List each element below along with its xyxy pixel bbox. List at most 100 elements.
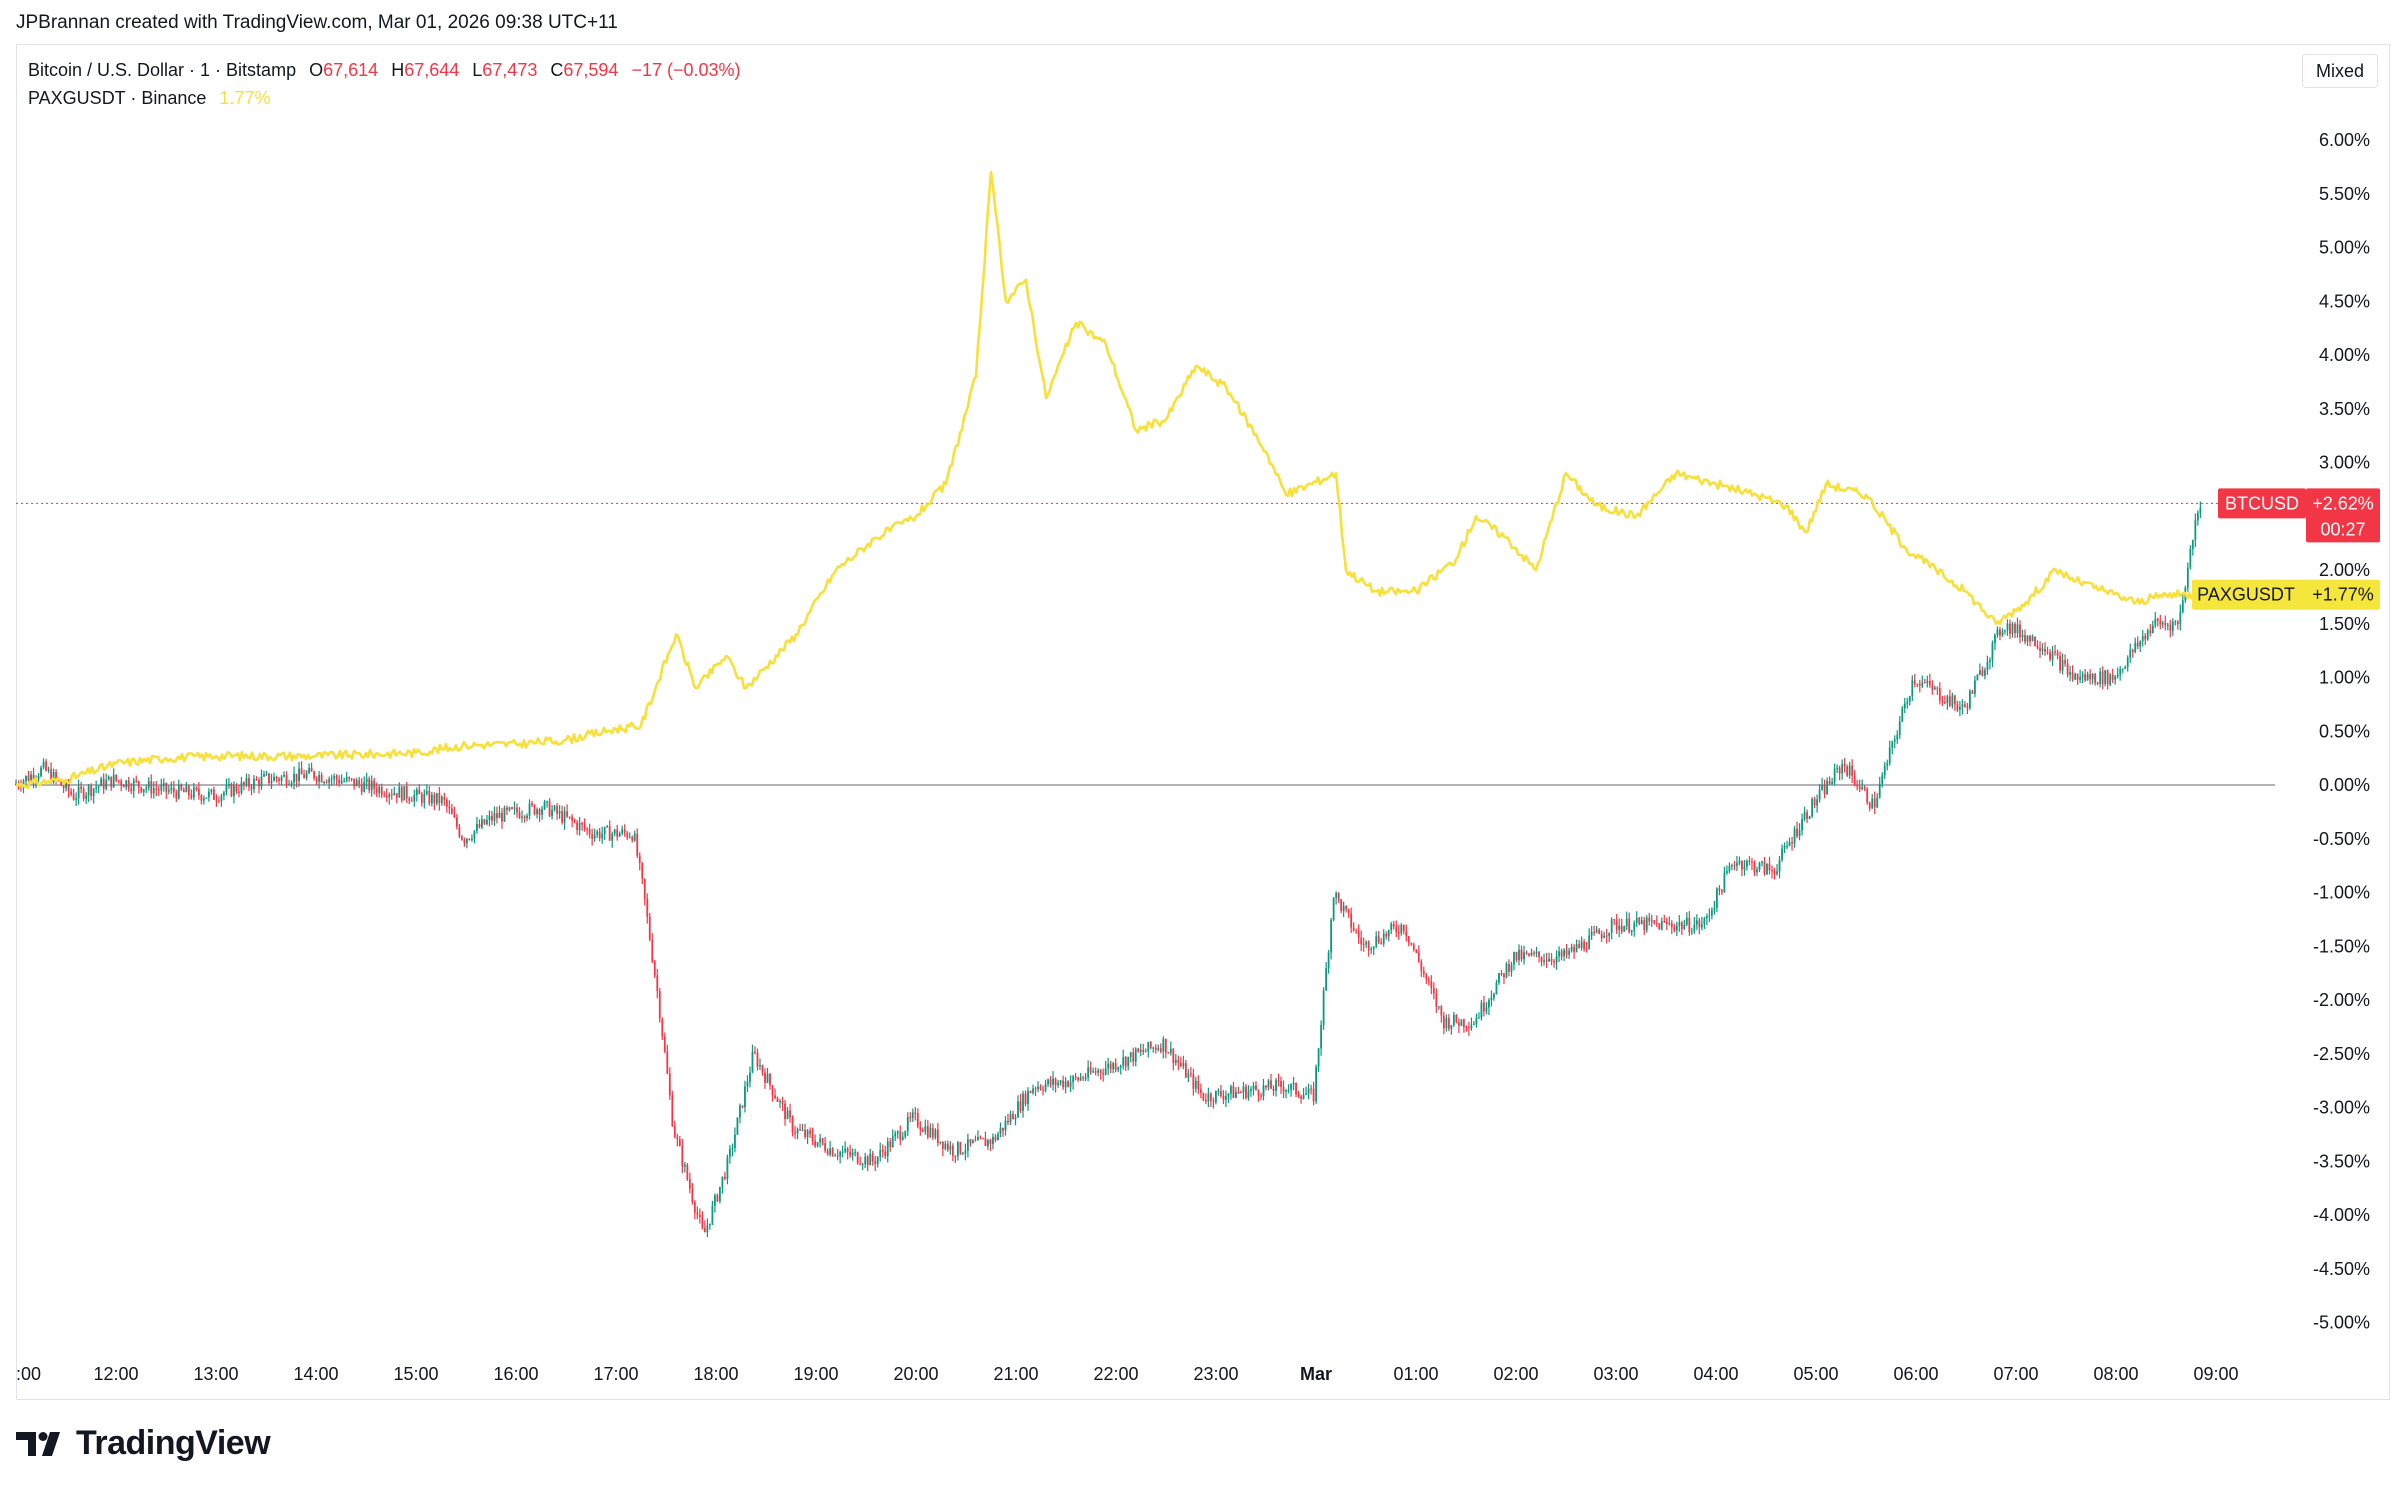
btc-candle-body <box>305 773 308 779</box>
btc-candle-body <box>200 795 203 801</box>
btc-candle-body <box>1848 765 1851 776</box>
btc-candle-body <box>1721 890 1723 893</box>
btc-candle-body <box>1625 918 1628 927</box>
btc-candle-body <box>1540 956 1543 962</box>
btc-candle-body <box>566 811 568 817</box>
btc-candle-body <box>1613 919 1616 921</box>
btc-candle-body <box>711 1205 714 1224</box>
btc-candle-body <box>2089 674 2092 680</box>
btc-candle-body <box>1280 1081 1282 1087</box>
btc-candle-body <box>1310 1088 1312 1090</box>
tradingview-logo[interactable]: TradingView <box>16 1424 271 1463</box>
btc-candle-body <box>921 1129 924 1132</box>
price-chart[interactable]: 6.00%5.50%5.00%4.50%4.00%3.50%3.00%2.50%… <box>0 0 2400 1400</box>
btc-candle-body <box>2116 674 2119 677</box>
btc-candle-body <box>1655 922 1658 924</box>
btc-candle-body <box>931 1127 934 1138</box>
btc-candle-body <box>1733 865 1736 867</box>
legend-row-paxg[interactable]: PAXGUSDT · Binance 1.77% <box>28 84 741 112</box>
btc-candle-body <box>293 773 295 783</box>
btc-candle-body <box>941 1141 944 1149</box>
btc-candle-body <box>1743 866 1746 870</box>
btc-candle-body <box>1853 775 1856 785</box>
btc-candle-body <box>1164 1038 1167 1053</box>
btc-candle-body <box>1455 1014 1458 1023</box>
btc-candle-body <box>335 776 338 780</box>
btc-candle-body <box>295 773 298 782</box>
btc-candle-body <box>766 1073 769 1083</box>
btc-candle-body <box>1089 1067 1092 1073</box>
btc-candle-body <box>1432 988 1435 994</box>
x-tick-label: 13:00 <box>193 1364 238 1384</box>
btc-candle-body <box>1485 1007 1488 1012</box>
btc-candle-body <box>631 837 634 841</box>
btc-candle-body <box>969 1139 972 1144</box>
btc-candle-body <box>2056 652 2059 656</box>
btc-candle-body <box>75 798 78 800</box>
x-tick-label: 01:00 <box>1393 1364 1438 1384</box>
btc-candle-body <box>1678 922 1681 926</box>
legend-row-btc[interactable]: Bitcoin / U.S. Dollar · 1 · Bitstamp O67… <box>28 56 741 84</box>
btc-candle-body <box>2046 651 2049 653</box>
btc-candle-body <box>493 813 496 821</box>
btc-candle-body <box>1868 802 1871 809</box>
btc-candle-body <box>1510 964 1513 972</box>
btc-candle-body <box>2186 567 2189 588</box>
scale-mode-button[interactable]: Mixed <box>2302 54 2378 88</box>
btc-candle-body <box>513 807 516 809</box>
btc-candle-body <box>809 1130 811 1134</box>
btc-candle-body <box>2049 652 2051 660</box>
btc-candle-body <box>1174 1059 1177 1064</box>
btc-candle-body <box>601 833 604 839</box>
btc-candle-body <box>228 784 230 786</box>
btc-candle-body <box>779 1100 781 1103</box>
btc-candle-body <box>1736 862 1738 866</box>
btc-candle-body <box>285 774 288 785</box>
x-tick-label: 04:00 <box>1693 1364 1738 1384</box>
btc-candle-body <box>152 788 155 794</box>
btc-candle-body <box>1380 942 1383 944</box>
btc-candle-body <box>360 784 363 792</box>
btc-candle-body <box>435 793 438 804</box>
btc-candle-body <box>1605 935 1608 937</box>
btc-candle-body <box>2066 663 2069 675</box>
btc-candle-body <box>638 855 641 863</box>
btc-candle-body <box>253 779 255 790</box>
btc-candle-body <box>70 791 73 795</box>
btc-candle-body <box>298 768 300 782</box>
btc-candle-body <box>192 787 195 798</box>
btc-candle-body <box>155 788 158 790</box>
btc-candle-body <box>1768 863 1771 870</box>
btc-candle-body <box>1039 1086 1042 1090</box>
btc-candle-body <box>1560 951 1563 957</box>
btc-candle-body <box>215 799 218 801</box>
btc-candle-body <box>1675 925 1678 931</box>
legend-open-value: 67,614 <box>323 60 379 80</box>
btc-candle-body <box>125 780 128 788</box>
btc-candle-body <box>1452 1014 1455 1025</box>
btc-candle-body <box>1460 1019 1463 1026</box>
btc-candle-body <box>606 826 609 828</box>
btc-candle-body <box>583 824 586 829</box>
legend-close-value: 67,594 <box>563 60 619 80</box>
btc-candle-body <box>1906 701 1909 704</box>
btc-candle-body <box>1172 1048 1175 1064</box>
btc-candle-body <box>438 793 441 804</box>
btc-candle-body <box>235 785 238 792</box>
btc-candle-body <box>2126 657 2129 667</box>
btc-candle-body <box>1169 1048 1172 1054</box>
legend-close-label: C <box>550 60 564 80</box>
btc-candle-body <box>633 833 636 841</box>
btc-candle-body <box>1272 1088 1275 1091</box>
btc-candle-body <box>110 776 113 787</box>
btc-candle-body <box>854 1152 857 1154</box>
btc-candle-body <box>548 801 551 817</box>
btc-candle-body <box>1342 906 1345 912</box>
btc-candle-body <box>32 774 35 781</box>
btc-candle-body <box>786 1110 789 1120</box>
btc-candle-body <box>531 803 533 805</box>
btc-candle-body <box>1828 780 1831 784</box>
x-tick-label: 17:00 <box>593 1364 638 1384</box>
btc-candle-body <box>90 786 93 797</box>
y-tick-label: -1.00% <box>2313 883 2370 903</box>
